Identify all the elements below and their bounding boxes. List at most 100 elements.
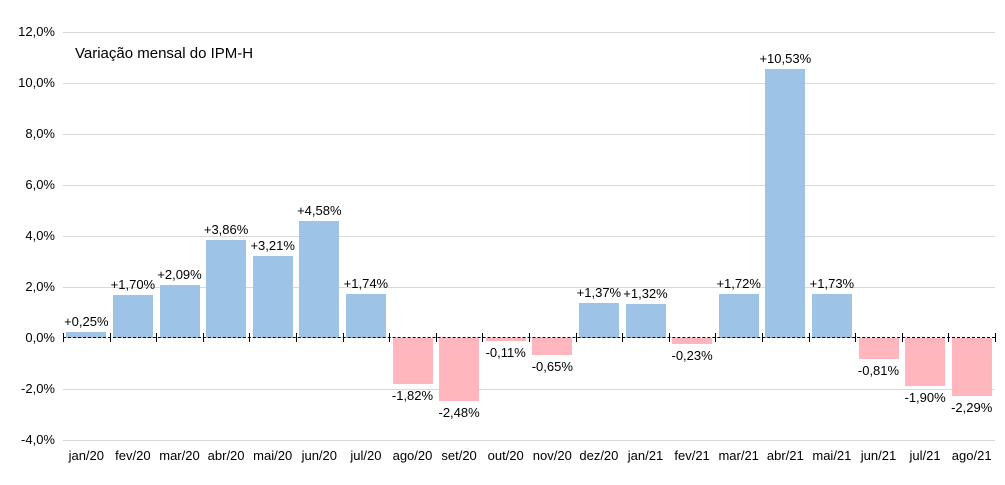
y-axis-label: 2,0% <box>25 279 55 294</box>
y-axis-label: 4,0% <box>25 228 55 243</box>
bar-value-label: +4,58% <box>297 203 342 219</box>
y-axis-label: -2,0% <box>21 381 55 396</box>
x-axis-label: jun/21 <box>860 448 897 463</box>
zero-axis-tick <box>342 333 344 342</box>
bar-value-label: +1,37% <box>576 285 622 301</box>
bar-value-label: -2,29% <box>951 400 993 416</box>
bar-value-label: -2,48% <box>438 405 480 421</box>
zero-axis-tick <box>762 333 763 342</box>
x-axis-label: ago/20 <box>392 448 433 463</box>
zero-axis-tick <box>901 333 903 342</box>
bar-value-label: +0,25% <box>64 313 109 329</box>
x-axis-label: mai/20 <box>253 448 293 463</box>
zero-axis-tick <box>622 333 624 342</box>
x-axis-label: jun/20 <box>301 448 337 463</box>
bar-value-label: -1,90% <box>904 390 946 406</box>
x-axis-label: abr/20 <box>207 448 245 463</box>
x-axis-label: jul/21 <box>909 448 941 463</box>
zero-axis-tick <box>389 333 391 342</box>
bar-value-label: +3,21% <box>250 238 295 254</box>
x-axis-label: out/20 <box>487 448 524 463</box>
zero-axis-tick <box>249 333 251 342</box>
bar-value-label: +3,86% <box>203 221 249 237</box>
bar-value-label: +1,73% <box>809 275 855 291</box>
x-axis-label: abr/21 <box>766 448 804 463</box>
bar-value-label: -1,82% <box>391 388 434 404</box>
x-axis-label: dez/20 <box>579 448 619 463</box>
bar-ago-20 <box>392 338 433 385</box>
y-axis-label: -4,0% <box>21 432 55 447</box>
bar-value-label: -0,65% <box>531 358 573 374</box>
zero-axis-tick <box>202 333 204 342</box>
gridline <box>63 134 995 135</box>
bar-jul-20 <box>345 293 386 338</box>
x-axis-label: fev/21 <box>674 448 710 463</box>
x-axis-label: mai/21 <box>812 448 852 463</box>
gridline <box>63 236 995 237</box>
bar-mai-21 <box>811 293 852 338</box>
bar-value-label: -0,81% <box>857 362 900 378</box>
bar-mai-20 <box>252 256 293 338</box>
zero-axis-tick <box>575 333 577 342</box>
bar-abr-20 <box>206 239 247 338</box>
bar-abr-21 <box>765 69 806 338</box>
bar-jan-21 <box>625 304 666 338</box>
zero-axis-tick <box>156 333 158 342</box>
x-axis-label: jul/20 <box>350 448 382 463</box>
chart-title: Variação mensal do IPM-H <box>75 45 254 62</box>
y-axis-label: 12,0% <box>18 24 55 39</box>
bar-value-label: +10,53% <box>759 51 812 67</box>
bar-value-label: +1,74% <box>343 275 389 291</box>
gridline <box>63 287 995 288</box>
zero-axis-tick <box>995 333 996 342</box>
x-axis-label: ago/21 <box>951 448 992 463</box>
bar-value-label: -0,23% <box>671 347 713 363</box>
zero-axis-tick <box>808 333 810 342</box>
bar-jul-21 <box>905 338 946 387</box>
bar-nov-20 <box>532 338 573 355</box>
y-axis-label: 10,0% <box>18 75 55 90</box>
zero-axis-tick <box>109 333 111 342</box>
zero-axis-tick <box>668 333 670 342</box>
x-axis-label: set/20 <box>441 448 477 463</box>
bar-out-20 <box>485 338 526 341</box>
y-axis-label: 8,0% <box>25 126 55 141</box>
x-axis-label: fev/20 <box>115 448 151 463</box>
bar-ago-21 <box>951 338 992 397</box>
bar-value-label: +1,32% <box>623 286 668 302</box>
x-axis-label: mar/21 <box>718 448 759 463</box>
x-axis-label: jan/20 <box>68 448 104 463</box>
bar-fev-20 <box>112 294 153 338</box>
zero-axis-tick <box>435 333 437 342</box>
bar-value-label: -0,11% <box>485 344 526 360</box>
gridline <box>63 83 995 84</box>
zero-axis-tick <box>482 333 484 342</box>
bar-value-label: +2,09% <box>157 266 202 282</box>
y-axis-label: 0,0% <box>25 330 55 345</box>
gridline <box>63 440 995 441</box>
bar-jun-21 <box>858 338 899 359</box>
gridline <box>63 185 995 186</box>
bar-mar-21 <box>718 294 759 338</box>
x-axis-label: jan/21 <box>627 448 664 463</box>
y-axis-label: 6,0% <box>25 177 55 192</box>
bar-mar-20 <box>159 284 200 338</box>
gridline <box>63 389 995 390</box>
bar-value-label: +1,72% <box>716 276 761 292</box>
zero-axis-tick <box>529 333 530 342</box>
bar-value-label: +1,70% <box>110 276 156 292</box>
zero-axis-tick <box>855 333 857 342</box>
bar-fev-21 <box>672 338 713 344</box>
zero-axis-tick <box>63 333 64 342</box>
zero-axis-tick <box>715 333 717 342</box>
gridline <box>63 32 995 33</box>
bar-set-20 <box>439 338 480 402</box>
x-axis-label: mar/20 <box>159 448 200 463</box>
bar-jun-20 <box>299 221 340 338</box>
zero-axis-tick <box>296 333 297 342</box>
bar-jan-20 <box>66 331 107 338</box>
zero-axis-tick <box>948 333 950 342</box>
bar-dez-20 <box>578 303 619 338</box>
x-axis-label: nov/20 <box>532 448 572 463</box>
